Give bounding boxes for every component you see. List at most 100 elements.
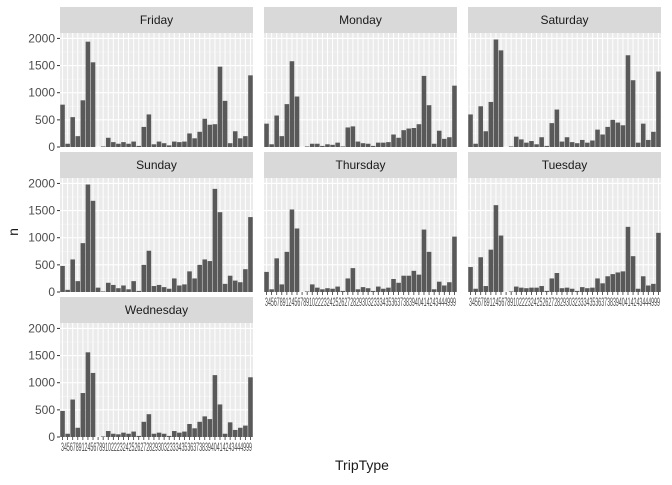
bar (187, 271, 192, 292)
bar (473, 288, 478, 292)
bar (75, 281, 81, 292)
bar (345, 278, 351, 292)
bar (513, 286, 519, 292)
bar (304, 146, 310, 147)
bar (325, 288, 330, 292)
bar (442, 138, 447, 147)
bar (574, 290, 580, 292)
bar (386, 287, 391, 292)
facet-panel-wednesday: Wednesday 0 500 1000 1500 2000 345678912456789… (28, 297, 253, 454)
bar (524, 142, 529, 147)
bar (436, 130, 442, 147)
bar (182, 284, 187, 292)
bar (182, 141, 187, 147)
bar (90, 372, 96, 437)
bar (217, 66, 223, 147)
bar (131, 431, 136, 437)
bar (534, 144, 539, 147)
bar (478, 106, 483, 147)
facet-strip (468, 7, 661, 33)
bar (610, 274, 616, 292)
bar (468, 114, 473, 147)
bar (426, 105, 432, 147)
facet-strip-label: Wednesday (125, 303, 188, 317)
bar (447, 282, 452, 292)
bar (238, 138, 243, 147)
bar (192, 278, 197, 292)
bar (243, 425, 248, 437)
bar (197, 264, 202, 292)
facet-panel-saturday: Saturday (468, 7, 661, 148)
bar (539, 137, 544, 147)
bar (121, 285, 126, 292)
bar (656, 71, 661, 147)
facet-strip-label: Saturday (540, 13, 588, 27)
bar (222, 433, 228, 437)
facet-panel-monday: Monday (264, 7, 457, 148)
y-tick-label: 1000 (28, 86, 55, 100)
bar (488, 249, 494, 292)
facet-panel-friday: Friday 0 500 1000 1500 2000 (28, 7, 253, 154)
bar (232, 429, 238, 437)
bar (294, 96, 300, 147)
bar (350, 268, 356, 292)
bar (136, 145, 142, 147)
bar (100, 436, 106, 437)
bar (248, 377, 253, 437)
bar (217, 404, 223, 437)
bar (243, 136, 248, 147)
bar (473, 143, 478, 147)
bar (192, 138, 197, 147)
bar (381, 288, 386, 292)
bar (421, 75, 427, 147)
bar (90, 200, 96, 292)
bar (544, 145, 550, 147)
bar (269, 144, 274, 147)
bar (227, 143, 233, 147)
bar (620, 125, 626, 147)
y-tick-label: 500 (35, 403, 55, 417)
bar (151, 433, 157, 437)
bar (151, 286, 157, 292)
bar (519, 139, 524, 147)
bar (625, 226, 631, 292)
bar (232, 280, 238, 292)
y-tick-label: 2000 (28, 31, 55, 45)
bar (161, 433, 167, 437)
bar (386, 142, 391, 147)
bar (207, 419, 213, 437)
bar (630, 256, 636, 292)
bar (279, 284, 285, 292)
bar (105, 137, 111, 147)
bar (100, 291, 106, 292)
bar (320, 289, 325, 292)
bar (519, 287, 524, 292)
facet-strip (264, 152, 457, 178)
bar (289, 209, 295, 292)
bar (141, 421, 147, 437)
bar (595, 129, 600, 147)
bar (574, 143, 580, 147)
bar (452, 236, 457, 292)
bar (248, 217, 253, 292)
bar (309, 284, 315, 292)
bar (212, 124, 218, 147)
bar (65, 289, 70, 292)
bar (391, 134, 396, 147)
bar (325, 144, 330, 147)
bar (524, 288, 529, 292)
bar (121, 432, 126, 437)
bar (554, 109, 560, 147)
bar (431, 289, 437, 292)
bar (411, 270, 417, 292)
bar (274, 258, 279, 292)
bar (406, 275, 412, 292)
bar (569, 142, 575, 147)
bar (126, 433, 131, 437)
bar (141, 126, 147, 147)
bar (136, 290, 142, 292)
bar (248, 75, 253, 147)
bar (534, 287, 539, 292)
bar (436, 281, 442, 292)
